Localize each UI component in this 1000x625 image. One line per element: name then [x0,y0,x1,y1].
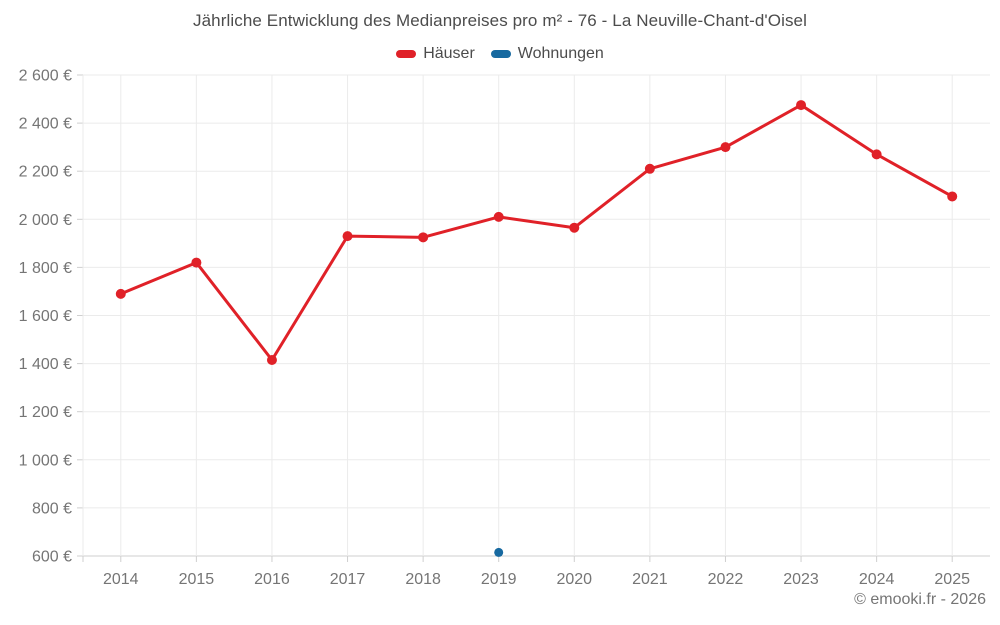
chart-title: Jährliche Entwicklung des Medianpreises … [193,11,807,30]
data-point-häuser [871,149,882,160]
x-tick-label: 2021 [632,571,668,588]
data-point-häuser [493,211,504,222]
y-tick-label: 1 800 € [19,260,72,277]
legend: Häuser Wohnungen [0,45,1000,63]
x-tick-label: 2023 [783,571,819,588]
y-tick-label: 800 € [32,500,72,517]
legend-label-wohnungen: Wohnungen [517,45,604,62]
x-tick-label: 2022 [708,571,744,588]
legend-label-hauser: Häuser [423,45,475,62]
data-point-häuser [191,257,202,268]
copyright-footer: © emooki.fr - 2026 [854,591,986,608]
data-point-häuser [796,100,807,111]
hauser-legend-swatch-icon [396,50,417,58]
wohnungen-legend-swatch-icon [490,50,511,58]
legend-item-hauser[interactable]: Häuser [396,45,475,63]
y-tick-label: 1 200 € [19,404,72,421]
y-tick-label: 1 000 € [19,452,72,469]
y-tick-label: 1 600 € [19,308,72,325]
data-point-häuser [569,222,580,233]
y-tick-label: 600 € [32,549,72,566]
x-tick-label: 2020 [556,571,592,588]
y-tick-label: 2 600 € [19,68,72,85]
y-tick-label: 1 400 € [19,356,72,373]
x-tick-label: 2017 [330,571,366,588]
y-tick-label: 2 000 € [19,212,72,229]
data-point-häuser [644,163,655,174]
data-point-häuser [342,231,353,242]
data-point-häuser [266,354,277,365]
x-tick-label: 2025 [934,571,970,588]
x-tick-label: 2024 [859,571,895,588]
y-tick-label: 2 200 € [19,164,72,181]
legend-item-wohnungen[interactable]: Wohnungen [490,45,604,63]
data-point-häuser [947,191,958,202]
y-tick-label: 2 400 € [19,116,72,133]
x-tick-label: 2019 [481,571,517,588]
data-point-häuser [115,288,126,299]
x-tick-label: 2018 [405,571,441,588]
x-tick-label: 2015 [179,571,215,588]
x-tick-label: 2014 [103,571,139,588]
data-point-wohnungen [494,547,504,557]
x-tick-label: 2016 [254,571,290,588]
series-line-0 [119,103,954,362]
data-point-häuser [720,142,731,153]
data-point-häuser [418,232,429,243]
